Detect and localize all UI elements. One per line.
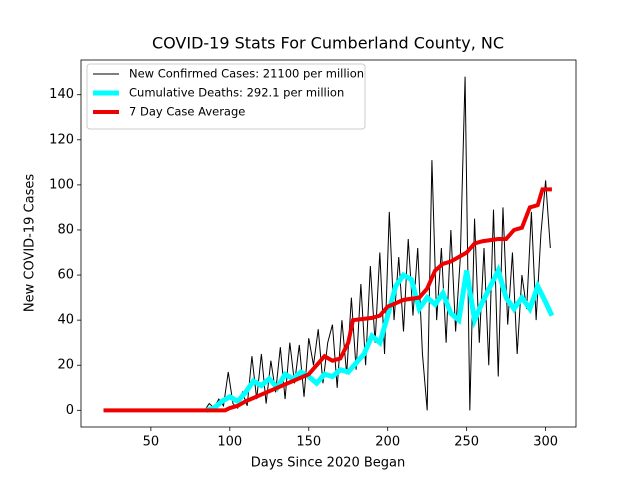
y-axis-label: New COVID-19 Cases: [23, 174, 38, 312]
legend-label: Cumulative Deaths: 292.1 per million: [129, 86, 344, 100]
y-tick-label: 40: [57, 313, 74, 328]
y-tick-label: 0: [66, 403, 74, 418]
x-tick-label: 200: [375, 435, 400, 450]
x-tick-label: 50: [143, 435, 160, 450]
legend-box: [86, 63, 366, 130]
y-tick-label: 20: [57, 358, 74, 373]
y-tick-label: 80: [57, 222, 74, 237]
x-axis-label: Days Since 2020 Began: [251, 456, 406, 471]
legend-label: 7 Day Case Average: [129, 105, 245, 119]
chart-title: COVID-19 Stats For Cumberland County, NC: [152, 34, 504, 53]
y-tick-label: 140: [49, 87, 74, 102]
legend: New Confirmed Cases: 21100 per million Cu…: [86, 63, 366, 130]
x-tick-label: 250: [454, 435, 479, 450]
data-line: [205, 263, 555, 413]
x-tick-label: 300: [533, 435, 558, 450]
y-tick-label: 100: [49, 177, 74, 192]
data-line: [103, 187, 552, 413]
axes-frame: [80, 59, 577, 428]
legend-label: New Confirmed Cases: 21100 per million: [129, 67, 364, 81]
x-tick-label: 150: [296, 435, 321, 450]
y-tick-label: 120: [49, 132, 74, 147]
y-tick-label: 60: [57, 268, 74, 283]
x-tick-label: 100: [217, 435, 242, 450]
data-line: [204, 76, 551, 411]
